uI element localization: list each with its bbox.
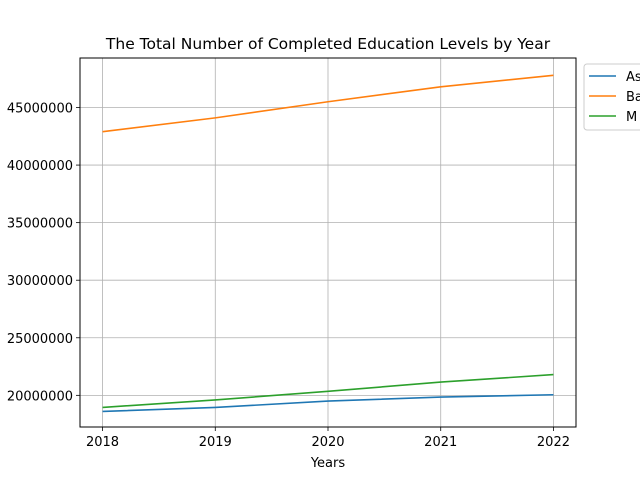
x-axis-label: Years xyxy=(310,456,346,471)
x-tick-label: 2020 xyxy=(311,435,344,450)
y-tick-label: 20000000 xyxy=(7,389,73,404)
legend-label: As xyxy=(626,70,640,85)
x-tick-label: 2021 xyxy=(424,435,457,450)
legend-label: Ba xyxy=(626,90,640,105)
legend-label: M xyxy=(626,110,637,125)
y-tick-label: 45000000 xyxy=(7,102,73,117)
x-tick-label: 2018 xyxy=(86,435,119,450)
series-line-0 xyxy=(102,393,554,413)
y-tick-label: 30000000 xyxy=(7,274,73,289)
chart-title: The Total Number of Completed Education … xyxy=(105,35,551,53)
x-tick-label: 2019 xyxy=(199,435,232,450)
legend: As Ba M xyxy=(583,63,640,131)
y-tick-label: 25000000 xyxy=(7,332,73,347)
series-line-1 xyxy=(102,74,554,133)
grid-lines xyxy=(80,58,576,427)
y-tick-label: 35000000 xyxy=(7,217,73,232)
x-tick-label: 2022 xyxy=(537,435,570,450)
legend-box xyxy=(583,63,640,131)
series-lines xyxy=(102,74,554,413)
series-line-2 xyxy=(102,373,554,409)
axis-ticks: 2018 2019 2020 2021 2022 20000000 25000000 3000… xyxy=(7,102,570,450)
y-tick-label: 40000000 xyxy=(7,159,73,174)
